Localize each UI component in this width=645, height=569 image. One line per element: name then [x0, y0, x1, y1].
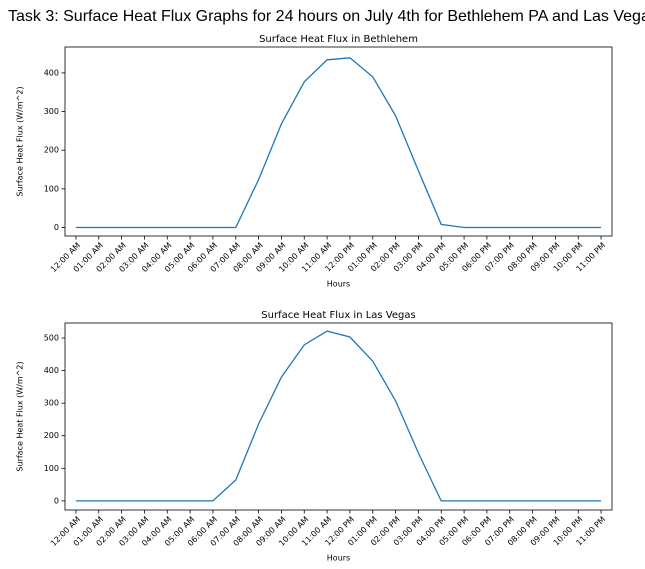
x-axis-label: Hours [327, 280, 350, 289]
y-tick-label: 300 [44, 107, 59, 116]
page-title: Task 3: Surface Heat Flux Graphs for 24 … [8, 8, 645, 25]
y-tick-label: 100 [44, 464, 59, 473]
y-tick-label: 300 [44, 399, 59, 408]
y-tick-label: 200 [44, 431, 59, 440]
x-axis-label: Hours [327, 554, 350, 563]
y-tick-label: 0 [54, 223, 59, 232]
y-tick-label: 400 [44, 366, 59, 375]
y-tick-label: 200 [44, 146, 59, 155]
y-tick-label: 0 [54, 496, 59, 505]
y-axis-label: Surface Heat Flux (W/m^2) [16, 86, 25, 196]
y-tick-label: 500 [44, 333, 59, 342]
chart-title: Surface Heat Flux in Las Vegas [261, 310, 415, 321]
plot-frame [64, 322, 613, 511]
y-tick-label: 400 [44, 68, 59, 77]
series-line [75, 57, 602, 229]
y-axis-label: Surface Heat Flux (W/m^2) [16, 361, 25, 471]
series-line [75, 330, 602, 502]
plot-frame [64, 46, 613, 237]
chart-title: Surface Heat Flux in Bethlehem [259, 34, 418, 45]
y-tick-label: 100 [44, 184, 59, 193]
